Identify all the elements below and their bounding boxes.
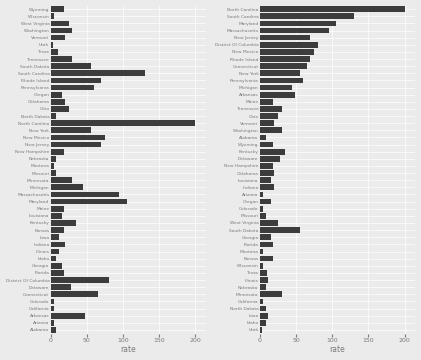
- Bar: [51, 163, 54, 169]
- Bar: [260, 234, 271, 240]
- Bar: [51, 120, 195, 126]
- Bar: [260, 63, 307, 69]
- Bar: [51, 85, 94, 90]
- Bar: [260, 170, 274, 176]
- Bar: [260, 113, 278, 119]
- Bar: [260, 284, 266, 290]
- Bar: [51, 28, 72, 33]
- Bar: [51, 6, 64, 12]
- Bar: [260, 77, 303, 83]
- Bar: [51, 63, 91, 69]
- Bar: [260, 256, 273, 261]
- Bar: [51, 327, 56, 333]
- Bar: [51, 234, 59, 240]
- Bar: [51, 156, 56, 162]
- Bar: [260, 277, 269, 283]
- Bar: [260, 220, 278, 226]
- Bar: [260, 177, 271, 183]
- Bar: [51, 213, 61, 219]
- Bar: [51, 227, 64, 233]
- Bar: [51, 292, 98, 297]
- Bar: [51, 42, 53, 48]
- Bar: [51, 135, 105, 140]
- Bar: [51, 206, 64, 212]
- Bar: [51, 277, 109, 283]
- Bar: [51, 71, 145, 76]
- Bar: [51, 113, 56, 119]
- Bar: [51, 49, 58, 55]
- Bar: [260, 270, 267, 276]
- X-axis label: rate: rate: [330, 346, 346, 355]
- Bar: [51, 35, 65, 40]
- Bar: [51, 220, 76, 226]
- Bar: [260, 249, 264, 255]
- Bar: [260, 263, 264, 269]
- Bar: [260, 142, 273, 148]
- Bar: [260, 306, 266, 311]
- Bar: [260, 99, 273, 105]
- Bar: [260, 149, 285, 154]
- Bar: [260, 21, 336, 26]
- Bar: [51, 77, 101, 83]
- Bar: [260, 42, 318, 48]
- Bar: [260, 13, 354, 19]
- Bar: [51, 92, 61, 98]
- Bar: [51, 177, 72, 183]
- Bar: [260, 163, 273, 169]
- Bar: [260, 292, 282, 297]
- Bar: [51, 199, 127, 204]
- Bar: [51, 256, 56, 261]
- Bar: [51, 184, 83, 190]
- Bar: [51, 56, 72, 62]
- Bar: [260, 56, 310, 62]
- Bar: [260, 206, 264, 212]
- Bar: [51, 249, 59, 255]
- Bar: [260, 120, 274, 126]
- Bar: [260, 320, 266, 326]
- Bar: [51, 306, 54, 311]
- Bar: [51, 127, 91, 133]
- Bar: [51, 170, 56, 176]
- Bar: [260, 213, 266, 219]
- Bar: [51, 320, 54, 326]
- X-axis label: rate: rate: [121, 346, 136, 355]
- Bar: [260, 313, 269, 319]
- Bar: [260, 28, 328, 33]
- Bar: [51, 106, 69, 112]
- Bar: [51, 99, 65, 105]
- Bar: [260, 327, 262, 333]
- Bar: [260, 49, 314, 55]
- Bar: [260, 192, 264, 197]
- Bar: [260, 242, 273, 247]
- Bar: [51, 270, 64, 276]
- Bar: [260, 184, 274, 190]
- Bar: [51, 192, 120, 197]
- Bar: [51, 13, 54, 19]
- Bar: [260, 71, 300, 76]
- Bar: [260, 6, 405, 12]
- Bar: [260, 106, 282, 112]
- Bar: [260, 85, 292, 90]
- Bar: [260, 92, 295, 98]
- Bar: [51, 149, 64, 154]
- Bar: [51, 313, 85, 319]
- Bar: [51, 242, 65, 247]
- Bar: [51, 284, 71, 290]
- Bar: [51, 263, 61, 269]
- Bar: [260, 227, 300, 233]
- Bar: [51, 298, 54, 304]
- Bar: [260, 35, 310, 40]
- Bar: [51, 142, 101, 148]
- Bar: [260, 135, 266, 140]
- Bar: [260, 199, 271, 204]
- Bar: [260, 298, 264, 304]
- Bar: [260, 156, 280, 162]
- Bar: [51, 21, 69, 26]
- Bar: [260, 127, 282, 133]
